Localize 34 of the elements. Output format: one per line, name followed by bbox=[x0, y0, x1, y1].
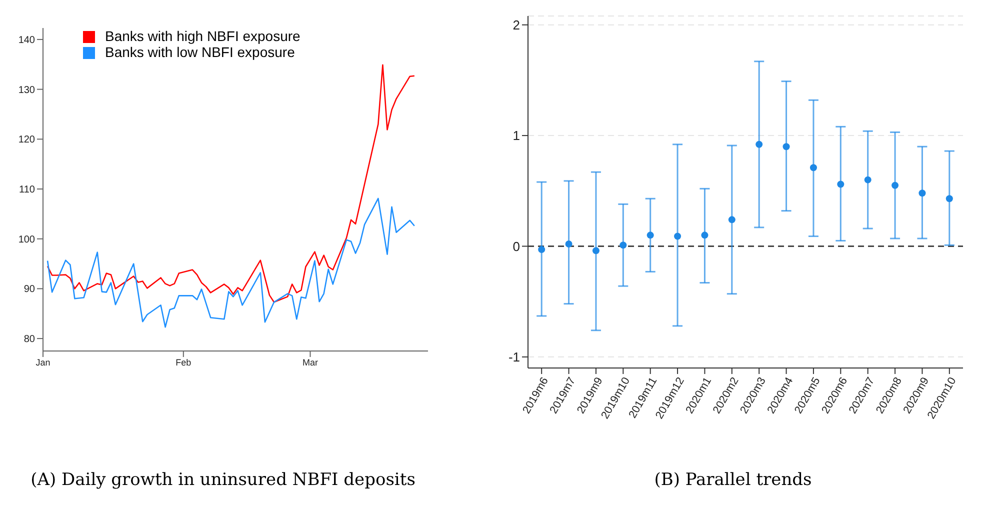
y-tick-label: 80 bbox=[24, 334, 36, 346]
point bbox=[892, 182, 899, 189]
point bbox=[538, 246, 546, 254]
y-tick-label: 120 bbox=[18, 134, 36, 146]
point bbox=[646, 232, 654, 239]
y-tick-label: 100 bbox=[18, 234, 36, 246]
point bbox=[782, 143, 790, 150]
point bbox=[728, 216, 736, 224]
point bbox=[620, 242, 627, 249]
point bbox=[756, 140, 763, 148]
point bbox=[592, 247, 600, 254]
legend-label: Banks with high NBFI exposure bbox=[105, 28, 300, 44]
point bbox=[918, 190, 926, 197]
x-tick-label: Jan bbox=[36, 357, 50, 368]
point bbox=[565, 240, 572, 248]
legend-label: Banks with low NBFI exposure bbox=[105, 44, 295, 60]
y-tick-label: 1 bbox=[512, 128, 520, 144]
point bbox=[674, 232, 682, 240]
point bbox=[810, 164, 817, 172]
y-tick-label: -1 bbox=[508, 350, 520, 365]
y-tick-label: 110 bbox=[19, 184, 36, 196]
y-tick-label: 140 bbox=[18, 35, 36, 46]
y-tick-label: 2 bbox=[512, 17, 520, 32]
point bbox=[946, 195, 953, 202]
point bbox=[701, 232, 708, 239]
y-tick-label: 90 bbox=[24, 284, 36, 296]
point bbox=[837, 180, 844, 188]
y-tick-label: 0 bbox=[512, 238, 520, 254]
x-tick-label: Mar bbox=[302, 357, 318, 368]
text: (B) Parallel trends bbox=[653, 470, 813, 490]
text: (A) Daily growth in uninsured NBFI deposits bbox=[30, 470, 416, 490]
y-tick-label: 130 bbox=[18, 84, 36, 96]
x-tick-label: Feb bbox=[176, 357, 192, 368]
point bbox=[864, 176, 872, 184]
